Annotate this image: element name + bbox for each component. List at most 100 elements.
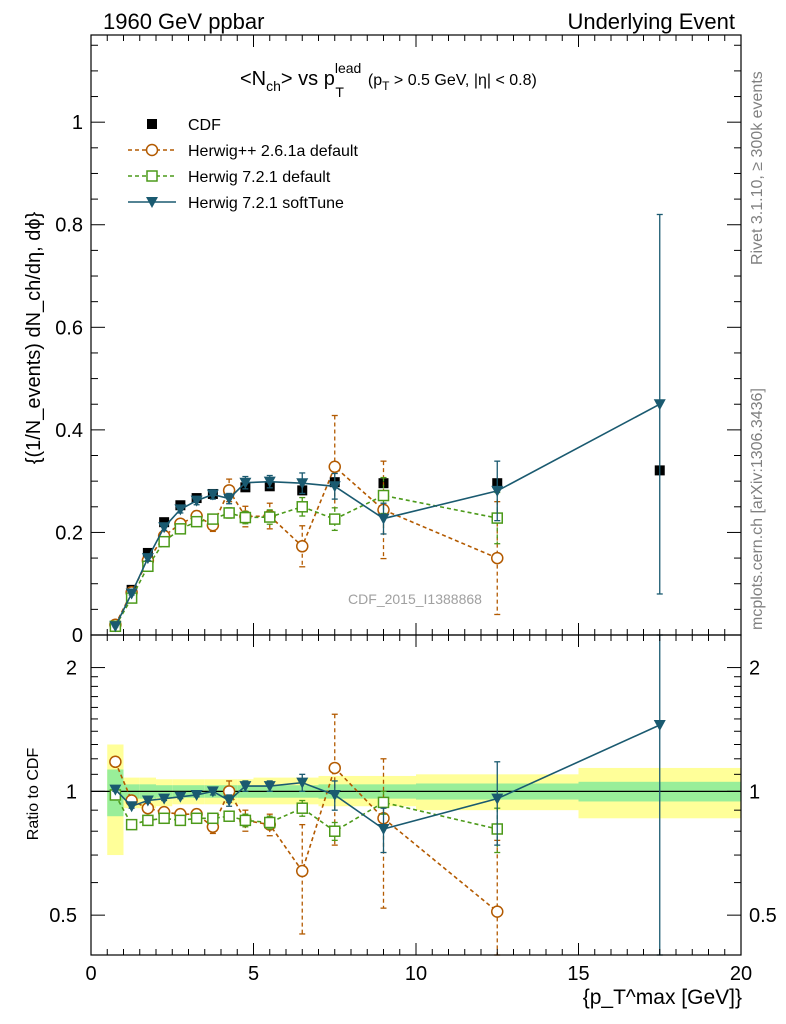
main-point — [377, 513, 390, 525]
rivet-label: Rivet 3.1.10, ≥ 300k events — [749, 71, 766, 265]
ratio-point — [328, 789, 341, 801]
title-cuts-open: (p — [368, 72, 382, 89]
title-main: <N — [240, 68, 266, 90]
main-point — [329, 513, 341, 525]
ratio-point — [329, 825, 341, 837]
title-main-mid: > vs p — [281, 68, 335, 90]
title-cuts-rest: > 0.5 GeV, |η| < 0.8) — [389, 72, 536, 89]
main-point — [190, 515, 203, 528]
ratio-ylabel: Ratio to CDF — [25, 748, 42, 841]
ratio-y-tick-label: 1 — [66, 781, 77, 803]
ratio-point — [296, 864, 309, 878]
axes-layer: 0 5 10 15 20 0 0.2 0.4 0.6 0.8 1 0.5 0.5 1 1 2 2 — [49, 34, 777, 985]
main-point — [328, 460, 341, 474]
mcplots-label: mcplots.cern.ch [arXiv:1306.3436] — [749, 388, 766, 630]
legend-marker — [146, 170, 158, 182]
ratio-point — [158, 812, 170, 825]
ratio-point — [141, 795, 154, 807]
x-tick-label: 0 — [85, 963, 96, 985]
ratio-point — [239, 781, 252, 793]
main-point — [296, 501, 308, 513]
main-series-group — [109, 213, 666, 633]
legend-label: Herwig 7.2.1 softTune — [188, 195, 344, 212]
legend-marker — [147, 119, 157, 129]
ratio-point — [207, 812, 219, 825]
x-tick-label: 20 — [730, 963, 752, 985]
ratio-point — [296, 802, 308, 814]
ratio-series-line — [114, 761, 498, 913]
main-ylabel-text: {(1/N_events) dN_ch/dη, dϕ} — [23, 211, 45, 464]
ratio-point — [223, 810, 235, 822]
header-right: Underlying Event — [567, 9, 735, 34]
legend-label: Herwig++ 2.6.1a default — [188, 143, 358, 160]
main-point — [263, 476, 276, 488]
title-cuts-sub: T — [382, 79, 390, 93]
ratio-series-group — [109, 634, 666, 956]
legend: CDF Herwig++ 2.6.1a default Herwig 7.2.1 d… — [128, 117, 358, 212]
ratio-point — [125, 801, 138, 813]
title-main-sub2: T — [335, 84, 344, 100]
main-point — [207, 513, 219, 525]
main-point — [206, 489, 219, 501]
x-tick-label: 5 — [248, 963, 259, 985]
plot-title: <Nch> vs plead T(pT > 0.5 GeV, |η| < 0.8) — [240, 60, 537, 100]
ratio-point — [109, 755, 122, 769]
y-tick-label: 0 — [72, 625, 83, 647]
main-point — [377, 489, 390, 502]
ratio-point — [142, 814, 154, 827]
main-point — [190, 495, 203, 507]
main-point — [296, 478, 309, 490]
ratio-bands — [107, 744, 741, 856]
main-point — [223, 493, 236, 505]
ratio-point — [158, 793, 171, 805]
ratio-y-tick-label: 0.5 — [49, 905, 77, 927]
ratio-point — [239, 814, 252, 827]
legend-label: Herwig 7.2.1 default — [188, 169, 331, 186]
ratio-point — [174, 791, 187, 803]
legend-marker — [145, 143, 159, 157]
ratio-series-group — [109, 713, 504, 956]
ratio-point — [377, 796, 390, 809]
ratio-y-tick-label: 2 — [66, 658, 77, 680]
main-point — [109, 621, 122, 633]
y-tick-label: 0.2 — [55, 522, 83, 544]
ratio-point — [206, 786, 219, 798]
main-series-group — [109, 476, 503, 633]
main-point — [174, 504, 187, 516]
main-point — [223, 507, 235, 519]
main-point — [328, 481, 341, 493]
main-point — [158, 535, 170, 548]
main-point — [239, 511, 252, 524]
ratio-point — [491, 905, 504, 918]
ratio-point — [653, 719, 666, 731]
main-point — [174, 523, 187, 535]
main-point — [239, 477, 252, 489]
x-tick-label: 15 — [567, 963, 589, 985]
ratio-y-tick-label-right: 1 — [749, 781, 760, 803]
ratio-series-layer — [109, 634, 666, 956]
ratio-point — [190, 789, 203, 801]
main-point — [491, 551, 504, 565]
ratio-point — [264, 816, 276, 829]
y-tick-label: 0.4 — [55, 420, 83, 442]
ratio-point — [223, 795, 236, 807]
header-left: 1960 GeV ppbar — [103, 9, 264, 34]
ratio-point — [125, 818, 138, 831]
ratio-point — [190, 812, 203, 825]
main-point — [159, 517, 170, 528]
legend-label: CDF — [188, 117, 221, 134]
ratio-point — [109, 784, 122, 796]
ratio-point — [174, 814, 187, 827]
title-main-sub: ch — [266, 78, 281, 94]
main-series-layer — [109, 213, 666, 633]
ratio-point — [491, 793, 504, 805]
analysis-watermark: CDF_2015_I1388868 — [348, 591, 482, 607]
main-point — [141, 553, 154, 565]
y-tick-label: 0.6 — [55, 317, 83, 339]
y-tick-label: 0.8 — [55, 215, 83, 237]
ratio-y-tick-label-right: 2 — [749, 658, 760, 680]
main-point — [653, 399, 666, 411]
ratio-point — [328, 761, 341, 775]
x-tick-label: 10 — [405, 963, 427, 985]
x-axis-label: {p_T^max [GeV]} — [583, 986, 742, 1009]
